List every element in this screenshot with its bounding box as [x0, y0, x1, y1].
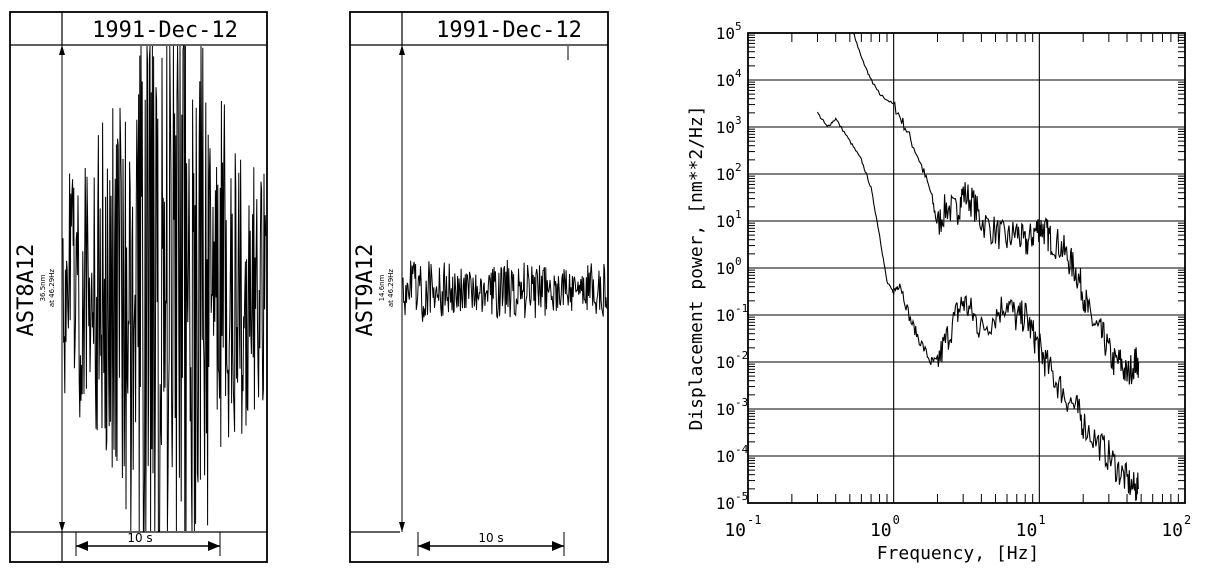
- tick-exponent: 3: [735, 114, 742, 127]
- tick-exponent: -2: [735, 349, 748, 362]
- seismic-trace: [62, 45, 267, 532]
- tick-exponent: -4: [735, 443, 749, 456]
- y-tick-label: 10 0: [716, 255, 742, 278]
- arrowhead-down: [399, 522, 405, 532]
- tick-base: 10: [870, 520, 892, 541]
- panel-frame: [349, 11, 609, 563]
- spectrum-series-2: [817, 111, 1140, 501]
- y-tick-label: 10 4: [716, 67, 742, 90]
- tick-base: 10: [716, 24, 735, 43]
- y-tick-label: 10 -3: [716, 396, 749, 419]
- arrowhead-up: [59, 45, 65, 55]
- tick-base: 10: [716, 400, 735, 419]
- trace-date: 1991-Dec-12: [436, 18, 582, 43]
- tick-exponent: 1: [1038, 513, 1045, 527]
- y-tick-label: 10 5: [716, 20, 742, 43]
- scale-arrow-right: [552, 541, 564, 551]
- tick-base: 10: [724, 520, 746, 541]
- x-tick-label: 10 -1: [724, 513, 761, 541]
- tick-exponent: -1: [747, 513, 761, 527]
- arrowhead-down: [59, 522, 65, 532]
- tick-exponent: 0: [735, 255, 742, 268]
- tick-exponent: -3: [735, 396, 748, 409]
- y-tick-label: 10 1: [716, 208, 742, 231]
- tick-base: 10: [716, 259, 735, 278]
- tick-exponent: 1: [735, 208, 742, 221]
- x-tick-label: 10 0: [870, 513, 900, 541]
- scale-arrow-left: [76, 541, 88, 551]
- scale-arrow-left: [418, 541, 430, 551]
- series-group: [817, 33, 1140, 501]
- tick-base: 10: [716, 353, 735, 372]
- tick-exponent: 5: [735, 20, 742, 33]
- axis-ticks: [748, 33, 1185, 503]
- tick-base: 10: [716, 494, 735, 513]
- tick-base: 10: [716, 71, 735, 90]
- station-label: AST8A12: [14, 244, 39, 337]
- tick-exponent: 0: [893, 513, 900, 527]
- trace-date: 1991-Dec-12: [92, 18, 238, 43]
- tick-exponent: -5: [735, 490, 748, 503]
- tick-base: 10: [716, 306, 735, 325]
- tick-base: 10: [716, 212, 735, 231]
- seismogram-panel-left: 1991-Dec-12 AST8A12 36.5nm at 46.29Hz 10…: [9, 11, 268, 563]
- y-tick-label: 10 -2: [716, 349, 749, 372]
- tick-exponent: 4: [735, 67, 742, 80]
- amplitude-note: 36.5nm: [39, 274, 47, 301]
- y-axis-label: Displacement power, [nm**2/Hz]: [686, 105, 707, 430]
- y-tick-label: 10 2: [716, 161, 742, 184]
- scale-arrow-right: [208, 541, 220, 551]
- y-tick-label: 10 -4: [716, 443, 749, 466]
- tick-exponent: -1: [735, 302, 748, 315]
- spectrum-series-1: [853, 33, 1140, 385]
- tick-base: 10: [1161, 520, 1183, 541]
- arrowhead-up: [399, 45, 405, 55]
- grid: [748, 33, 1185, 503]
- x-tick-labels: 10 -1 10 0 10 1 10 2: [724, 513, 1191, 541]
- frequency-note: at 46.29Hz: [48, 269, 56, 308]
- y-tick-label: 10 -5: [716, 490, 749, 513]
- tick-base: 10: [716, 118, 735, 137]
- x-axis-label: Frequency, [Hz]: [877, 543, 1040, 564]
- y-tick-label: 10 -1: [716, 302, 749, 325]
- tick-exponent: 2: [735, 161, 742, 174]
- scale-label: 10 s: [127, 531, 152, 545]
- frequency-note: at 46.29Hz: [387, 269, 395, 308]
- x-tick-label: 10 1: [1016, 513, 1046, 541]
- scale-label: 10 s: [478, 531, 503, 545]
- tick-exponent: 2: [1184, 513, 1191, 527]
- seismogram-panel-right: 1991-Dec-12 AST9A12 14.6nm at 46.29Hz 10…: [349, 11, 609, 563]
- amplitude-note: 14.6nm: [378, 274, 386, 301]
- station-label: AST9A12: [353, 244, 378, 337]
- seismic-trace: [402, 259, 608, 322]
- x-tick-label: 10 2: [1161, 513, 1191, 541]
- tick-base: 10: [716, 165, 735, 184]
- panel-frame: [9, 11, 268, 563]
- tick-base: 10: [1016, 520, 1038, 541]
- tick-base: 10: [716, 447, 735, 466]
- y-tick-label: 10 3: [716, 114, 742, 137]
